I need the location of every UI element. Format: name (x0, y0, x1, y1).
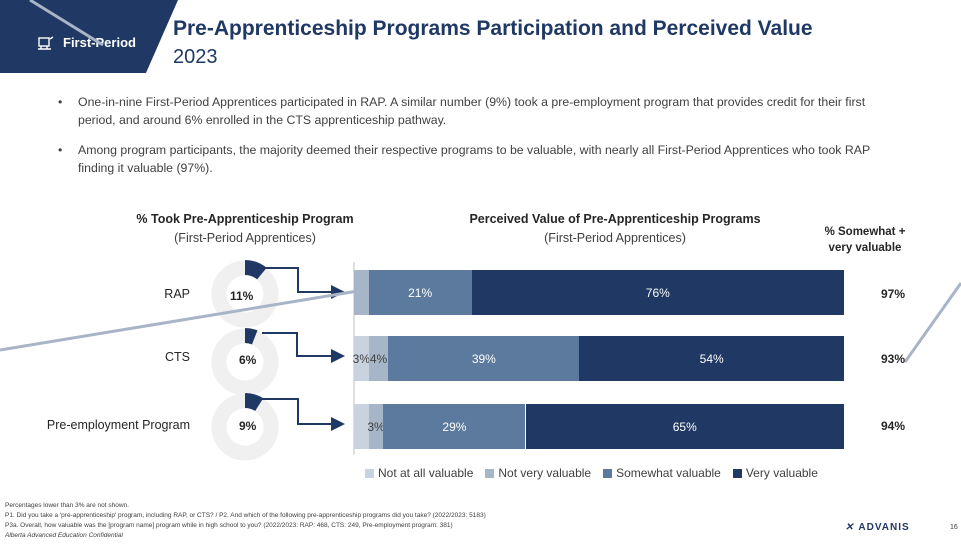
footnote-2: P1. Did you take a 'pre-apprenticeship' … (5, 512, 486, 519)
legend-swatch (732, 469, 742, 479)
sv-header-line1: % Somewhat + (824, 226, 906, 238)
seg-not-very: 3% (367, 404, 385, 449)
seg-very: 54% (579, 336, 844, 381)
right-chart-header: Perceived Value of Pre-Apprenticeship Pr… (440, 210, 790, 248)
logo-mark-icon: ✕ (845, 522, 855, 533)
section-tag: First-Period (0, 0, 178, 73)
row-label-pre-employment: Pre-employment Program (46, 418, 190, 432)
legend-label: Not very valuable (498, 466, 592, 480)
arrow-cts (262, 332, 345, 363)
logo-text: ADVANIS (858, 522, 910, 533)
legend-label: Somewhat valuable (616, 466, 721, 480)
bar-data-label: 65% (672, 419, 697, 434)
donut-cts-value: 6% (239, 353, 257, 367)
donut-pre-employment (211, 393, 279, 461)
bar-data-label: 29% (442, 419, 467, 434)
sv-header: % Somewhat + very valuable (810, 224, 920, 256)
donut-rap (211, 260, 279, 328)
footnote-4: Alberta Advanced Education Confidential (5, 532, 123, 539)
pointer-line-top (29, 0, 104, 47)
donut-rap-value: 11% (230, 289, 254, 303)
seg-somewhat: 39% (388, 336, 580, 381)
donut-rap-slice (245, 260, 267, 280)
bullet-1-text: One-in-nine First-Period Apprentices par… (78, 95, 866, 127)
arrow-rap (262, 267, 345, 299)
bullet-dot: • (58, 95, 63, 109)
seg-very: 65% (525, 404, 844, 449)
seg-not-at-all: 3% (352, 336, 371, 381)
legend-swatch (485, 469, 495, 479)
page-title: Pre-Apprenticeship Programs Participatio… (173, 17, 813, 40)
pointer-line-left (0, 289, 359, 352)
seg-not-very (354, 270, 369, 315)
right-chart-subtitle: (First-Period Apprentices) (544, 231, 686, 245)
seg-somewhat: 21% (368, 270, 472, 315)
legend-item-somewhat: Somewhat valuable (603, 466, 721, 480)
left-chart-subtitle: (First-Period Apprentices) (174, 231, 316, 245)
seg-hidden-remainder (354, 404, 369, 449)
workbench-icon (38, 36, 54, 50)
bar-data-label: 76% (645, 285, 670, 300)
seg-not-very: 4% (368, 336, 389, 381)
sv-value-pre-employment: 94% (880, 419, 906, 433)
bar-data-label: 54% (699, 351, 724, 366)
left-chart-header: % Took Pre-Apprenticeship Program (First… (110, 210, 380, 248)
left-chart-title: % Took Pre-Apprenticeship Program (136, 212, 354, 226)
donut-pre-employment-value: 9% (239, 419, 257, 433)
donut-pre-employment-slice (245, 393, 264, 411)
bar-data-label: 39% (471, 351, 496, 366)
legend-item-not-at-all: Not at all valuable (365, 466, 473, 480)
sv-header-line2: very valuable (828, 242, 902, 254)
pointer-line-right (903, 282, 961, 363)
bar-data-label: 4% (369, 351, 388, 366)
legend-item-very: Very valuable (732, 466, 818, 480)
footnote-3: P3a. Overall, how valuable was the [prog… (5, 522, 453, 529)
row-label-rap: RAP (164, 287, 190, 301)
legend-item-not-very: Not very valuable (485, 466, 591, 480)
donut-cts (211, 328, 279, 396)
bar-data-label: 3% (352, 351, 371, 366)
arrow-pre-employment (262, 398, 345, 431)
legend-swatch (365, 469, 374, 479)
bar-data-label: 3% (367, 419, 385, 434)
right-chart-title: Perceived Value of Pre-Apprenticeship Pr… (469, 212, 761, 226)
legend-label: Very valuable (745, 466, 818, 480)
legend-label: Not at all valuable (378, 466, 474, 480)
bullet-dot: • (58, 143, 63, 157)
sv-value-rap: 97% (880, 287, 906, 301)
row-label-cts: CTS (165, 350, 190, 364)
donut-cts-slice (245, 328, 258, 345)
chart-legend: Not at all valuable Not very valuable So… (365, 466, 818, 480)
legend-swatch (603, 469, 613, 479)
seg-somewhat: 29% (383, 404, 526, 449)
bar-data-label: 21% (408, 285, 433, 300)
sv-value-cts: 93% (880, 352, 906, 366)
page-subtitle: 2023 (173, 46, 218, 68)
seg-very: 76% (471, 270, 844, 315)
bullet-2-text: Among program participants, the majority… (78, 143, 870, 175)
page-number: 16 (950, 524, 958, 531)
advanis-logo: ✕ ADVANIS (845, 522, 910, 533)
footnote-1: Percentages lower than 3% are not shown. (5, 502, 129, 509)
